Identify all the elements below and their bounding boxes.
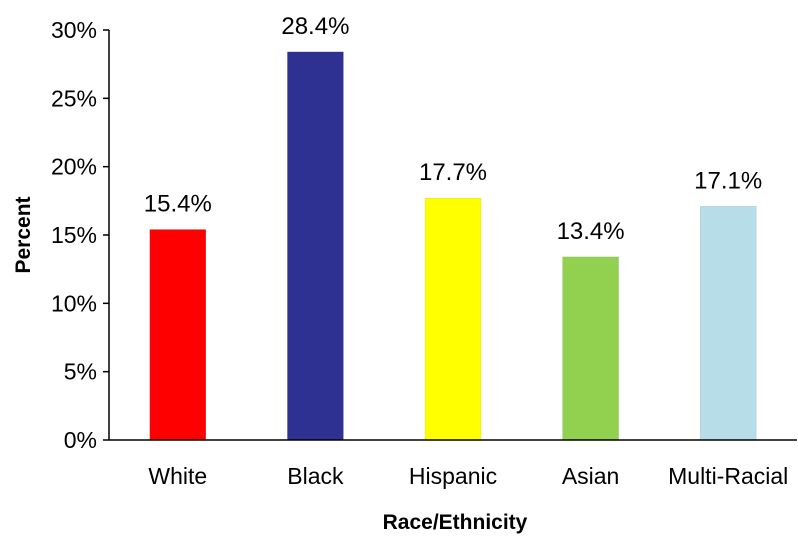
data-label: 17.7% [419, 159, 487, 186]
bar-black [287, 51, 344, 441]
x-axis-ticks: White Black Hispanic Asian Multi-Racial [148, 463, 788, 489]
x-tick-label: Asian [562, 463, 620, 489]
y-axis-ticks: 0% 5% 10% 15% 20% 25% 30% [51, 17, 109, 453]
y-tick-label: 0% [64, 427, 97, 453]
bar-multi-racial [699, 206, 757, 441]
bar-white [149, 229, 207, 441]
x-axis-title: Race/Ethnicity [383, 511, 528, 534]
x-tick-label: Multi-Racial [668, 463, 788, 489]
y-tick-label: 5% [64, 359, 97, 385]
y-tick-label: 20% [51, 154, 97, 180]
bar-hispanic [424, 197, 482, 441]
y-axis-title: Percent [12, 196, 35, 273]
y-tick-label: 25% [51, 85, 97, 111]
bars [149, 51, 757, 441]
data-label: 17.1% [694, 167, 762, 194]
data-label: 15.4% [144, 191, 212, 218]
y-tick-label: 15% [51, 222, 97, 248]
x-tick-label: White [148, 463, 207, 489]
data-labels: 15.4% 28.4% 17.7% 13.4% 17.1% [144, 13, 762, 245]
bar-asian [562, 256, 619, 441]
data-label: 13.4% [557, 218, 625, 245]
y-tick-label: 30% [51, 17, 97, 43]
x-tick-label: Hispanic [409, 463, 497, 489]
x-tick-label: Black [287, 463, 344, 489]
data-label: 28.4% [281, 13, 349, 40]
y-tick-label: 10% [51, 290, 97, 316]
